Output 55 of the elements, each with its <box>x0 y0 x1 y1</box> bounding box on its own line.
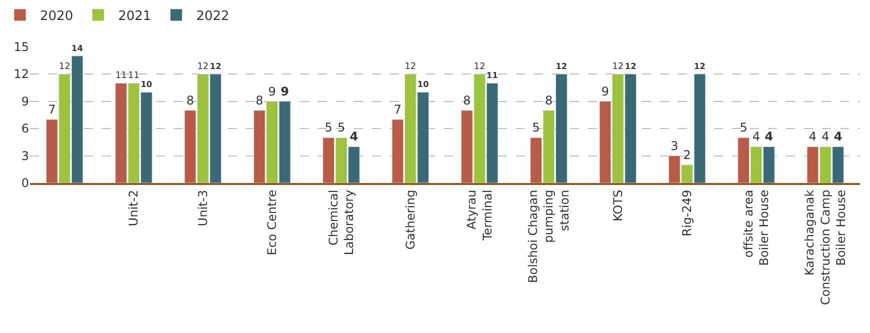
x-tick-label: KOTS <box>610 190 625 222</box>
y-tick-label: 6 <box>21 122 29 136</box>
x-tick-label: Eco Centre <box>264 190 279 256</box>
data-label: 4 <box>834 130 842 144</box>
y-tick-label: 12 <box>14 67 29 82</box>
data-label: 9 <box>280 84 289 98</box>
y-tick-label: 9 <box>21 94 29 108</box>
data-label: 12 <box>694 60 706 71</box>
data-label: 4 <box>752 130 760 144</box>
x-tick-label: Unit-2 <box>126 190 141 226</box>
data-label: 12 <box>210 60 222 71</box>
data-label: 11 <box>486 70 498 80</box>
data-label: 5 <box>337 120 346 135</box>
data-label: 8 <box>544 93 553 108</box>
data-label: 12 <box>404 62 416 72</box>
x-tick-label: Atyrau Terminal <box>464 190 494 242</box>
data-label: 12 <box>197 62 209 72</box>
data-label: 5 <box>324 120 332 135</box>
legend-label: 2021 <box>118 9 152 24</box>
data-label: 10 <box>140 79 152 90</box>
y-tick-label: 0 <box>21 176 29 190</box>
data-label: 11 <box>128 70 140 81</box>
data-label: 4 <box>822 130 830 144</box>
data-label: 12 <box>58 62 70 72</box>
x-tick-label: offsite area Boiler House <box>741 190 771 266</box>
data-label: 9 <box>268 84 276 98</box>
data-label: 14 <box>72 42 84 53</box>
data-label: 8 <box>186 93 194 108</box>
y-tick-label: 3 <box>21 148 29 163</box>
x-tick-label: Rig-249 <box>680 190 694 236</box>
legend-label: 2020 <box>40 9 74 24</box>
data-label: 7 <box>48 102 56 116</box>
data-label: 5 <box>740 120 748 135</box>
data-label: 9 <box>601 84 610 98</box>
data-label: 5 <box>532 120 540 135</box>
data-label: 4 <box>350 130 358 144</box>
data-label: 7 <box>394 102 402 116</box>
x-tick-label: Unit-3 <box>196 190 210 226</box>
data-label: 12 <box>624 60 636 71</box>
data-label: 2 <box>683 148 691 162</box>
y-tick-label: 15 <box>14 40 29 54</box>
legend-label: 2022 <box>196 9 230 24</box>
x-tick-label: Chemical Laboratory <box>326 190 356 256</box>
x-tick-label: Gathering <box>403 190 418 250</box>
data-label: 8 <box>463 93 471 108</box>
data-label: 12 <box>612 62 624 72</box>
data-label: 12 <box>474 62 486 72</box>
data-label: 3 <box>670 138 678 153</box>
data-label: 4 <box>808 130 817 144</box>
data-label: 12 <box>556 60 568 71</box>
data-label: 4 <box>764 130 774 144</box>
data-label: 8 <box>256 93 264 108</box>
data-label: 11 <box>115 70 127 81</box>
data-label: 10 <box>417 79 430 90</box>
x-tick-label: Bolshoi Chagan pumping station <box>526 190 572 283</box>
